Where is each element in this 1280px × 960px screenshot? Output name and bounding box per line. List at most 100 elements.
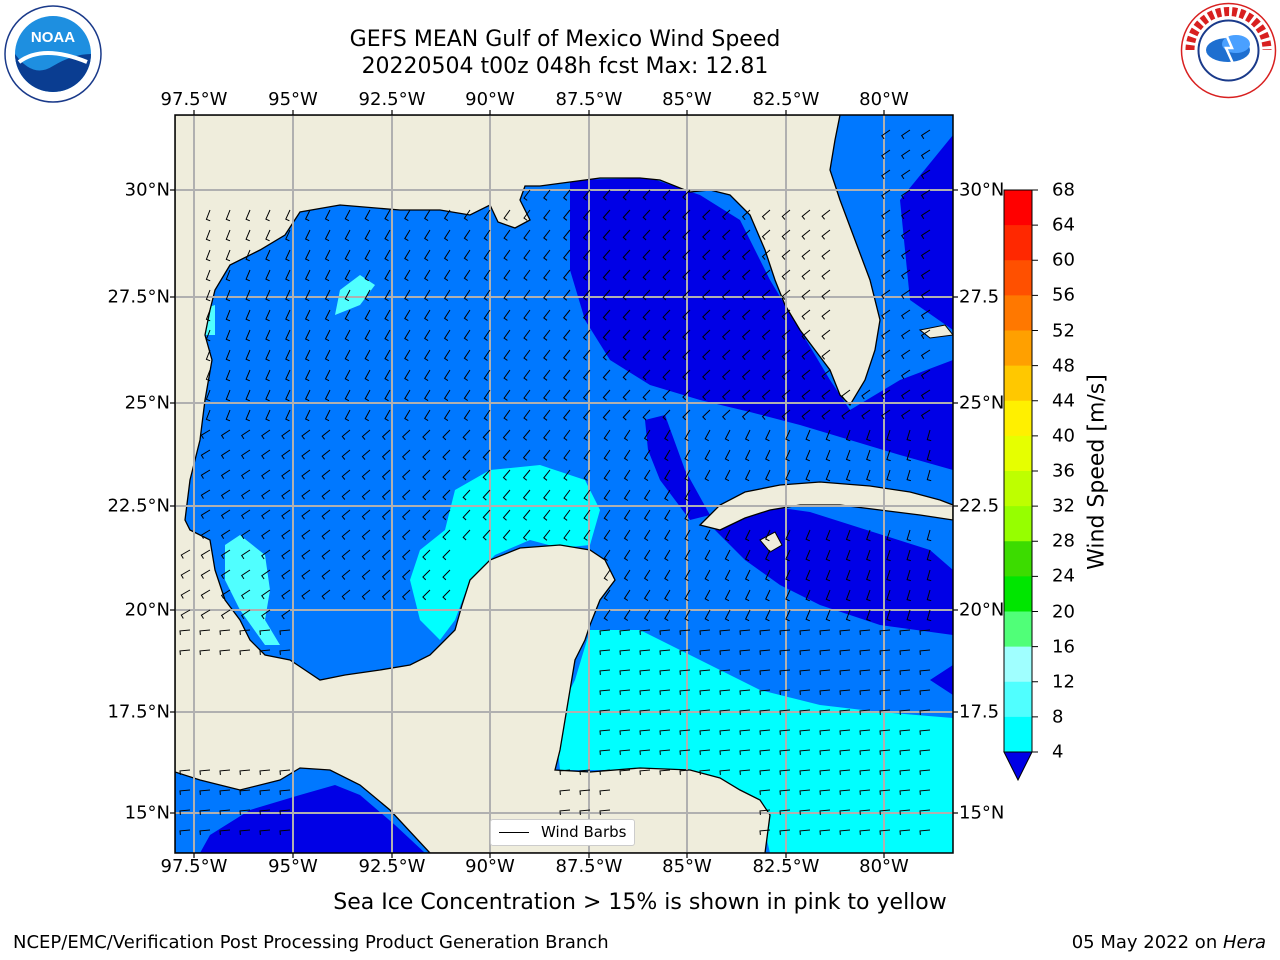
wind-barb [639, 629, 651, 635]
wind-barb [845, 469, 851, 482]
wind-barb [424, 229, 431, 242]
wind-barb [879, 709, 891, 715]
wind-barb [523, 329, 531, 341]
wind-barb [901, 189, 911, 200]
wind-barb [906, 449, 912, 462]
wind-barb [859, 809, 871, 815]
wind-barb [785, 429, 791, 442]
wind-barb [679, 649, 691, 655]
wind-barb [324, 209, 331, 222]
wind-barb [562, 189, 571, 201]
wind-barb [920, 289, 931, 300]
wind-barb [623, 489, 631, 501]
wind-barb [721, 349, 731, 361]
wind-barb [599, 769, 611, 775]
wind-barb [422, 569, 431, 581]
wind-barb [659, 729, 671, 735]
wind-barb [241, 589, 251, 600]
wind-barb [442, 489, 451, 501]
wind-barb [881, 249, 891, 260]
wind-barb [839, 729, 851, 735]
wind-barb [684, 529, 691, 542]
wind-barb [684, 549, 691, 562]
colorbar-tick-label: 64 [1052, 214, 1075, 236]
wind-barb [899, 729, 911, 735]
wind-barb [321, 429, 331, 440]
wind-barb [424, 289, 431, 302]
wind-barb [265, 329, 271, 342]
wind-barb [759, 749, 771, 755]
lat-label-left: 22.5°N [107, 495, 170, 517]
wind-barb [719, 669, 731, 675]
wind-barb [523, 349, 531, 361]
wind-barb [279, 809, 291, 815]
wind-barb [643, 609, 651, 622]
wind-barb [281, 429, 291, 440]
wind-barb [881, 129, 891, 140]
wind-barb [344, 209, 351, 222]
wind-barb [739, 769, 751, 775]
wind-barb [721, 209, 731, 221]
wind-barb [462, 509, 471, 521]
wind-barb [261, 589, 271, 600]
wind-barb [603, 489, 611, 501]
wind-barb [799, 669, 811, 675]
wind-barb [664, 589, 671, 602]
wind-barb [259, 769, 271, 775]
wind-barb [799, 749, 811, 755]
wind-barb [920, 169, 931, 180]
wind-barb [779, 789, 791, 795]
wind-barb [199, 829, 211, 835]
wind-barb [741, 409, 751, 421]
wind-barb [483, 209, 491, 221]
wind-barb [483, 389, 491, 401]
wind-barb [304, 389, 311, 402]
wind-barb [879, 729, 891, 735]
wind-barb [682, 389, 691, 401]
wind-barb [245, 269, 251, 282]
wind-barb [642, 289, 651, 301]
wind-barb [881, 269, 891, 280]
wind-barb [245, 409, 251, 422]
wind-barb [259, 829, 271, 835]
wind-barb [304, 329, 311, 342]
wind-barb [886, 609, 891, 622]
wind-barb [381, 549, 391, 561]
wind-barb [200, 489, 211, 499]
wind-barb [265, 349, 271, 362]
wind-barb [324, 269, 331, 282]
wind-barb [220, 569, 231, 579]
wind-barb [259, 649, 271, 655]
wind-barb [819, 649, 831, 655]
wind-barb [205, 369, 211, 382]
wind-barb [523, 249, 531, 261]
wind-barb [886, 429, 891, 442]
colorbar-tick-label: 60 [1052, 249, 1075, 271]
wind-barb [562, 369, 571, 381]
wind-barb [779, 729, 791, 735]
wind-barb [679, 729, 691, 735]
wind-barb [321, 589, 331, 600]
wind-barb [926, 529, 932, 542]
lat-label-left: 30°N [124, 179, 170, 201]
wind-barb [682, 209, 691, 221]
wind-barb [522, 449, 531, 461]
wind-barb [643, 529, 651, 542]
wind-barb [765, 529, 771, 542]
wind-barb [404, 409, 411, 422]
wind-barb [384, 389, 391, 402]
wind-barb [642, 389, 651, 401]
wind-barb [623, 569, 631, 581]
lat-label-right: 20°N [959, 599, 1005, 621]
wind-barb [563, 489, 571, 501]
wind-barb [926, 469, 932, 482]
wind-barb [442, 509, 451, 521]
map-frame [174, 114, 954, 854]
wind-barb [899, 689, 911, 695]
wind-barb [225, 329, 231, 342]
wind-barb [220, 529, 231, 539]
wind-barb [579, 809, 591, 815]
wind-barb [761, 249, 771, 260]
wind-barb [702, 349, 711, 361]
wind-barb [482, 529, 491, 541]
